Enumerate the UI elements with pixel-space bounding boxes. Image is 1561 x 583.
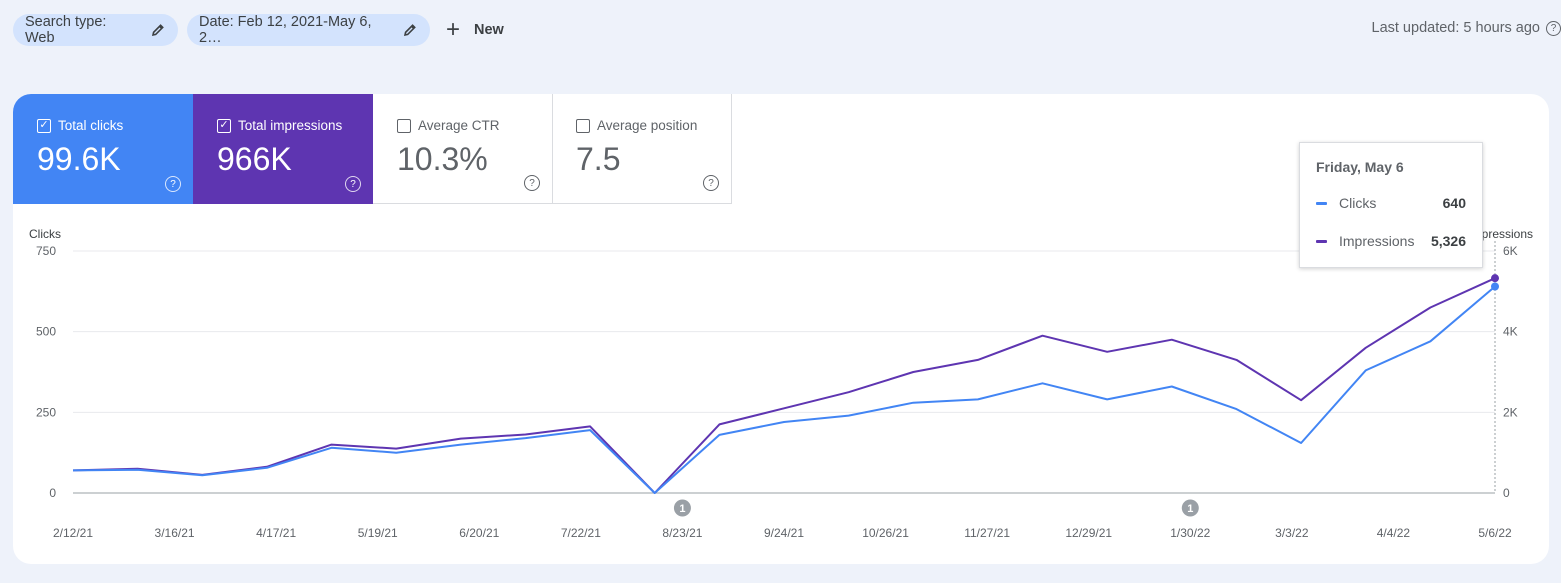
- tooltip-row-impressions: Impressions 5,326: [1316, 233, 1466, 249]
- x-tick-label: 5/19/21: [358, 526, 398, 540]
- metric-card-total-impressions[interactable]: ✓ Total impressions 966K ?: [193, 94, 373, 204]
- checkbox-unchecked-icon[interactable]: [576, 118, 590, 133]
- search-type-filter-label: Search type: Web: [25, 14, 107, 46]
- x-tick-label: 12/29/21: [1065, 526, 1112, 540]
- annotation-marker: [1181, 499, 1199, 517]
- metric-label: Average position: [597, 118, 698, 133]
- search-type-filter-chip[interactable]: Search type: Web: [13, 14, 178, 46]
- plus-icon: +: [446, 16, 461, 43]
- help-icon[interactable]: ?: [345, 176, 361, 192]
- performance-chart[interactable]: 750 6K 500 4K 250 2K 0 0 Clicks Impressions 2/12/2…: [13, 94, 1549, 564]
- new-filter-label: New: [474, 22, 504, 38]
- impressions-end-point: [1491, 274, 1499, 283]
- x-tick-label: 1/30/22: [1170, 526, 1210, 540]
- checkbox-checked-icon[interactable]: ✓: [217, 118, 231, 133]
- metric-label: Average CTR: [418, 118, 500, 133]
- help-icon[interactable]: ?: [165, 176, 181, 192]
- new-filter-button[interactable]: + New: [446, 14, 504, 46]
- checkbox-checked-icon[interactable]: ✓: [37, 118, 51, 133]
- tooltip-series-name: Clicks: [1339, 195, 1377, 211]
- tooltip-date: Friday, May 6: [1316, 159, 1404, 175]
- y-left-tick-label: 0: [49, 486, 56, 500]
- top-bar: Search type: Web Date: Feb 12, 2021-May …: [0, 0, 1561, 60]
- tooltip-series-value: 640: [1442, 195, 1466, 211]
- performance-card: ✓ Total clicks 99.6K ? ✓ Total impressions…: [13, 94, 1549, 564]
- x-tick-label: 3/16/21: [155, 526, 195, 540]
- metric-card-total-clicks[interactable]: ✓ Total clicks 99.6K ?: [13, 94, 193, 204]
- chart-tooltip: Friday, May 6 Clicks 640 Impressions 5,3…: [1299, 142, 1483, 268]
- metric-value: 966K: [217, 141, 292, 177]
- tooltip-row-clicks: Clicks 640: [1316, 195, 1466, 211]
- help-icon[interactable]: ?: [524, 175, 540, 191]
- metric-value: 99.6K: [37, 141, 121, 177]
- date-filter-chip[interactable]: Date: Feb 12, 2021-May 6, 2…: [187, 14, 430, 46]
- annotation-label: 1: [679, 503, 685, 515]
- help-icon[interactable]: ?: [703, 175, 719, 191]
- y-right-tick-label: 0: [1503, 486, 1510, 500]
- x-tick-label: 3/3/22: [1275, 526, 1309, 540]
- metric-card-average-ctr[interactable]: Average CTR 10.3% ?: [373, 94, 553, 204]
- x-tick-label: 2/12/21: [53, 526, 93, 540]
- x-tick-label: 6/20/21: [459, 526, 499, 540]
- y-right-tick-label: 4K: [1503, 325, 1518, 339]
- y-left-tick-label: 750: [36, 244, 56, 258]
- x-tick-label: 10/26/21: [862, 526, 909, 540]
- metric-label: Total impressions: [238, 118, 343, 133]
- tooltip-series-name: Impressions: [1339, 233, 1415, 249]
- date-filter-label: Date: Feb 12, 2021-May 6, 2…: [199, 14, 372, 46]
- y-right-tick-label: 6K: [1503, 244, 1518, 258]
- impressions-line: [72, 277, 1496, 494]
- x-tick-label: 5/6/22: [1478, 526, 1512, 540]
- last-updated-text: Last updated: 5 hours ago: [1371, 20, 1541, 36]
- y-right-axis-label: Impressions: [1468, 227, 1533, 241]
- checkbox-unchecked-icon[interactable]: [397, 118, 411, 133]
- y-left-axis-label: Clicks: [29, 227, 61, 241]
- metric-label: Total clicks: [58, 118, 124, 133]
- tooltip-series-value: 5,326: [1430, 233, 1466, 249]
- annotation-label: 1: [1187, 503, 1193, 515]
- y-left-tick-label: 500: [36, 325, 56, 339]
- last-updated: Last updated: 5 hours ago ?: [1372, 20, 1561, 36]
- x-tick-label: 7/22/21: [561, 526, 601, 540]
- x-tick-label: 8/23/21: [662, 526, 702, 540]
- metric-card-average-position[interactable]: Average position 7.5 ?: [552, 94, 732, 204]
- metric-value: 7.5: [576, 141, 621, 177]
- metric-value: 10.3%: [397, 141, 488, 177]
- pencil-icon[interactable]: [150, 22, 166, 38]
- clicks-swatch: [1316, 201, 1327, 205]
- help-icon[interactable]: ?: [1546, 20, 1561, 36]
- clicks-end-point: [1491, 282, 1499, 291]
- annotation-marker: [673, 499, 691, 517]
- x-tick-label: 11/27/21: [964, 526, 1010, 540]
- impressions-swatch: [1316, 239, 1327, 243]
- x-tick-label: 9/24/21: [764, 526, 804, 540]
- clicks-line: [72, 285, 1496, 494]
- pencil-icon[interactable]: [403, 22, 418, 38]
- y-left-tick-label: 250: [36, 405, 56, 419]
- x-tick-label: 4/17/21: [256, 526, 296, 540]
- x-tick-label: 4/4/22: [1377, 526, 1411, 540]
- y-right-tick-label: 2K: [1503, 405, 1518, 419]
